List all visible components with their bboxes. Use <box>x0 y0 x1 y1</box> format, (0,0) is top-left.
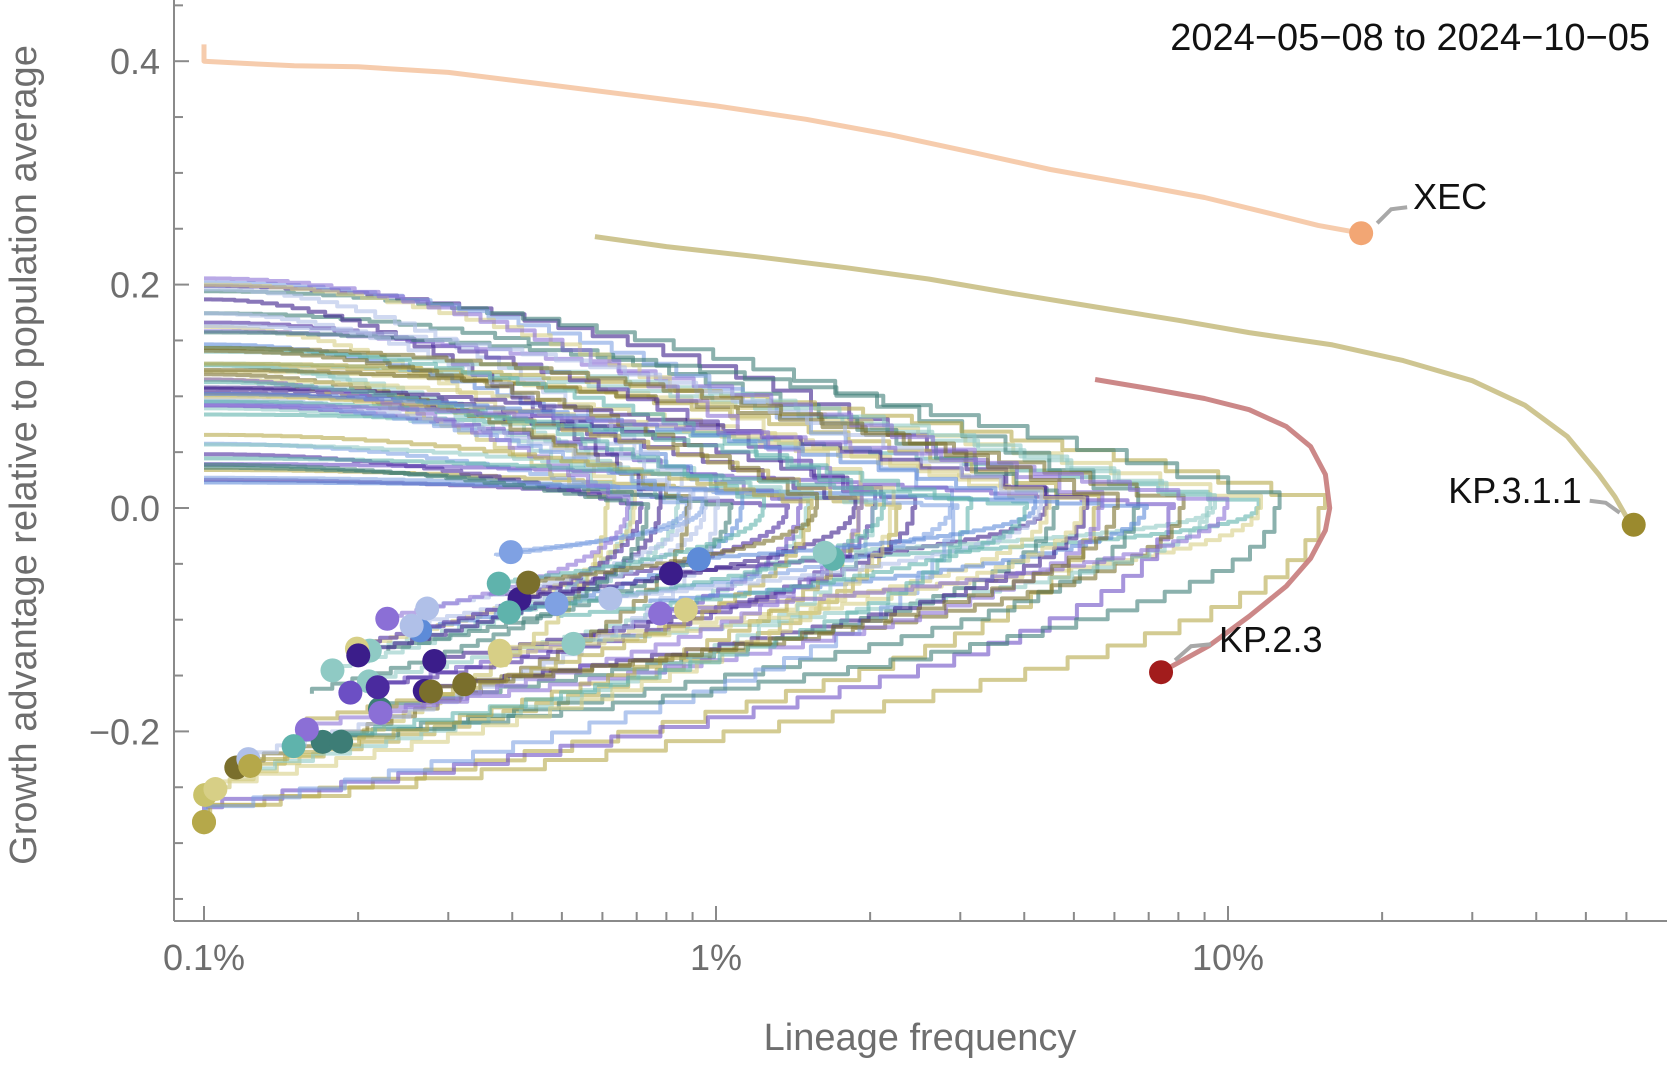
series-line-xec <box>201 44 1362 236</box>
lineage-endpoint-dot <box>686 547 711 572</box>
lineage-endpoint-dot <box>399 613 424 638</box>
lineage-line <box>204 348 819 583</box>
lineage-endpoint-dot <box>338 680 363 705</box>
series-line-kp-2-3 <box>1094 377 1333 675</box>
lineage-line <box>204 363 634 671</box>
lineage-line <box>204 346 1120 692</box>
lineage-endpoint-dot <box>203 777 228 802</box>
series-label: XEC <box>1413 176 1487 217</box>
lineage-line <box>202 475 960 824</box>
lineage-endpoint-dot <box>418 679 443 704</box>
series-point-xec <box>1349 221 1374 246</box>
date-range-annotation: 2024−05−08 to 2024−10−05 <box>1170 17 1650 59</box>
lineage-endpoint-dot <box>659 561 684 586</box>
y-tick-label: 0.4 <box>110 41 160 82</box>
lineage-endpoint-dot <box>488 643 513 668</box>
lineage-line <box>204 345 886 613</box>
lineage-lines <box>202 276 1327 824</box>
label-leader-line <box>1589 498 1621 515</box>
axes <box>173 0 1667 922</box>
lineage-endpoint-dot <box>648 601 673 626</box>
lineage-endpoint-dot <box>294 717 319 742</box>
lineage-endpoint-dot <box>329 729 354 754</box>
y-tick-label: 0.0 <box>110 488 160 529</box>
lineage-endpoint-dot <box>238 753 263 778</box>
lineage-line <box>204 282 896 789</box>
lineage-endpoint-dot <box>561 631 586 656</box>
lineage-endpoint-dot <box>812 540 837 565</box>
y-tick-label: 0.2 <box>110 265 160 306</box>
lineage-endpoint-dot <box>281 734 306 759</box>
lineage-endpoint-dot <box>452 672 477 697</box>
lineage-line <box>204 297 663 656</box>
lineage-line <box>204 324 1044 599</box>
series-label: KP.2.3 <box>1219 619 1322 660</box>
axis-ticks: 0.4 0.2 0.0 −0.2 0.1% 1% 10% <box>89 4 1628 978</box>
lineage-endpoint-dot <box>497 600 522 625</box>
x-tick-label: 10% <box>1192 937 1264 978</box>
lineage-end-dots <box>192 221 1646 835</box>
lineage-line <box>204 380 766 584</box>
lineage-endpoint-dot <box>375 606 400 631</box>
lineage-endpoint-dot <box>498 540 523 565</box>
lineage-endpoint-dot <box>544 591 569 616</box>
lineage-endpoint-dot <box>320 658 345 683</box>
lineage-endpoint-dot <box>673 597 698 622</box>
lineage-line <box>204 456 1029 618</box>
series-point-kp-3-1-1 <box>1621 512 1646 537</box>
lineage-line <box>204 385 1090 691</box>
y-axis-title: Growth advantage relative to population … <box>3 45 45 865</box>
lineage-line <box>204 462 651 694</box>
lineage-endpoint-dot <box>486 571 511 596</box>
lineage-endpoint-dot <box>365 675 390 700</box>
lineage-endpoint-dot <box>422 649 447 674</box>
lineage-endpoint-dot <box>598 586 623 611</box>
x-tick-label: 1% <box>690 937 742 978</box>
series-label: KP.3.1.1 <box>1448 470 1581 511</box>
label-leader-line <box>1173 642 1212 662</box>
x-tick-label: 0.1% <box>163 937 245 978</box>
lineage-endpoint-dot <box>368 700 393 725</box>
lineage-line <box>204 403 1230 614</box>
series-line-kp-3-1-1 <box>594 234 1636 527</box>
labeled-lineage-lines <box>201 44 1636 675</box>
lineage-endpoint-dot <box>346 643 371 668</box>
lineage-line <box>204 480 1149 604</box>
lineage-line <box>204 432 814 725</box>
lineage-line <box>204 311 693 609</box>
label-leader-line <box>1375 205 1408 225</box>
lineage-line <box>204 392 1038 560</box>
lineage-endpoint-dot <box>516 570 541 595</box>
y-tick-label: −0.2 <box>89 711 160 752</box>
lineage-endpoint-dot <box>192 809 216 834</box>
series-point-kp-2-3 <box>1149 660 1174 685</box>
lineage-line <box>202 462 1176 816</box>
lineage-line <box>202 361 1327 822</box>
x-axis-title: Lineage frequency <box>764 1017 1077 1059</box>
series-labels: XEC KP.3.1.1 KP.2.3 <box>1173 176 1621 662</box>
lineage-endpoint-dot <box>415 596 440 621</box>
